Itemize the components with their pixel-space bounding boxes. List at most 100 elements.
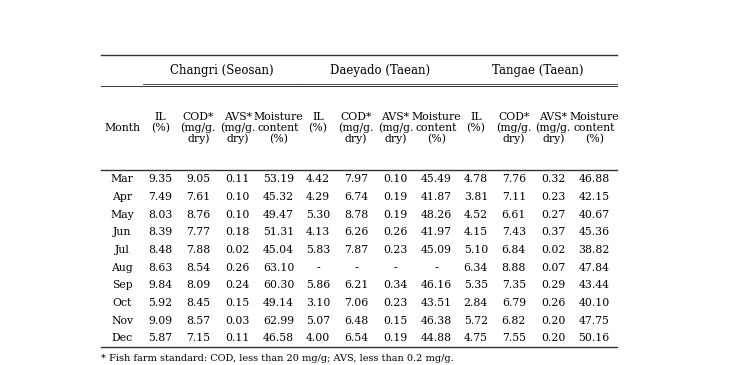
Text: 6.21: 6.21	[344, 280, 368, 291]
Text: 41.87: 41.87	[421, 192, 452, 202]
Text: 0.23: 0.23	[383, 245, 408, 255]
Text: 3.81: 3.81	[464, 192, 488, 202]
Text: Jun: Jun	[113, 227, 131, 237]
Text: 8.76: 8.76	[186, 210, 210, 219]
Text: 45.36: 45.36	[578, 227, 610, 237]
Text: 60.30: 60.30	[263, 280, 294, 291]
Text: 8.45: 8.45	[186, 298, 210, 308]
Text: Moisture: Moisture	[569, 112, 619, 122]
Text: 50.16: 50.16	[578, 334, 610, 343]
Text: 6.61: 6.61	[501, 210, 526, 219]
Text: 5.83: 5.83	[306, 245, 330, 255]
Text: (mg/g.: (mg/g.	[378, 123, 413, 133]
Text: 2.84: 2.84	[464, 298, 488, 308]
Text: 45.32: 45.32	[263, 192, 294, 202]
Text: 0.11: 0.11	[225, 334, 250, 343]
Text: 49.47: 49.47	[263, 210, 294, 219]
Text: 0.18: 0.18	[225, 227, 250, 237]
Text: AVS*: AVS*	[539, 112, 567, 122]
Text: 46.88: 46.88	[578, 174, 610, 184]
Text: 0.10: 0.10	[225, 192, 250, 202]
Text: (mg/g.: (mg/g.	[180, 123, 216, 133]
Text: 43.44: 43.44	[578, 280, 610, 291]
Text: 0.15: 0.15	[383, 316, 408, 326]
Text: 0.07: 0.07	[541, 263, 566, 273]
Text: 0.23: 0.23	[383, 298, 408, 308]
Text: content: content	[574, 123, 615, 133]
Text: Nov: Nov	[112, 316, 133, 326]
Text: 6.26: 6.26	[344, 227, 368, 237]
Text: 48.26: 48.26	[421, 210, 452, 219]
Text: 8.63: 8.63	[148, 263, 173, 273]
Text: May: May	[110, 210, 134, 219]
Text: 0.26: 0.26	[225, 263, 250, 273]
Text: 7.77: 7.77	[186, 227, 210, 237]
Text: 0.26: 0.26	[383, 227, 408, 237]
Text: 46.58: 46.58	[263, 334, 294, 343]
Text: -: -	[394, 263, 397, 273]
Text: (mg/g.: (mg/g.	[220, 123, 256, 133]
Text: content: content	[415, 123, 457, 133]
Text: 6.79: 6.79	[501, 298, 526, 308]
Text: 42.15: 42.15	[578, 192, 610, 202]
Text: -: -	[316, 263, 320, 273]
Text: COD*: COD*	[498, 112, 529, 122]
Text: 8.03: 8.03	[148, 210, 173, 219]
Text: 7.76: 7.76	[501, 174, 526, 184]
Text: 5.92: 5.92	[149, 298, 173, 308]
Text: * Fish farm standard: COD, less than 20 mg/g; AVS, less than 0.2 mg/g.: * Fish farm standard: COD, less than 20 …	[101, 354, 454, 364]
Text: 8.88: 8.88	[501, 263, 526, 273]
Text: IL: IL	[155, 112, 166, 122]
Text: 6.34: 6.34	[464, 263, 488, 273]
Text: 0.15: 0.15	[225, 298, 250, 308]
Text: 7.06: 7.06	[344, 298, 368, 308]
Text: 8.48: 8.48	[148, 245, 173, 255]
Text: 8.78: 8.78	[344, 210, 368, 219]
Text: dry): dry)	[542, 134, 565, 144]
Text: 9.05: 9.05	[186, 174, 210, 184]
Text: 0.32: 0.32	[541, 174, 566, 184]
Text: 0.02: 0.02	[225, 245, 250, 255]
Text: (%): (%)	[269, 134, 288, 144]
Text: 3.10: 3.10	[306, 298, 330, 308]
Text: 9.84: 9.84	[149, 280, 173, 291]
Text: Moisture: Moisture	[412, 112, 461, 122]
Text: 62.99: 62.99	[263, 316, 294, 326]
Text: 0.37: 0.37	[541, 227, 566, 237]
Text: 45.09: 45.09	[421, 245, 452, 255]
Text: dry): dry)	[503, 134, 525, 144]
Text: 0.20: 0.20	[541, 334, 566, 343]
Text: -: -	[434, 263, 438, 273]
Text: 0.23: 0.23	[541, 192, 566, 202]
Text: 45.49: 45.49	[421, 174, 452, 184]
Text: 9.35: 9.35	[149, 174, 173, 184]
Text: 5.35: 5.35	[464, 280, 488, 291]
Text: (%): (%)	[584, 134, 604, 144]
Text: 44.88: 44.88	[421, 334, 452, 343]
Text: Mar: Mar	[111, 174, 133, 184]
Text: 6.48: 6.48	[344, 316, 368, 326]
Text: 5.07: 5.07	[306, 316, 330, 326]
Text: (mg/g.: (mg/g.	[339, 123, 374, 133]
Text: 6.74: 6.74	[344, 192, 368, 202]
Text: 7.88: 7.88	[186, 245, 210, 255]
Text: 7.61: 7.61	[186, 192, 210, 202]
Text: Apr: Apr	[112, 192, 133, 202]
Text: 4.13: 4.13	[306, 227, 330, 237]
Text: 9.09: 9.09	[149, 316, 173, 326]
Text: Changri (Seosan): Changri (Seosan)	[170, 64, 274, 77]
Text: Jul: Jul	[115, 245, 130, 255]
Text: 38.82: 38.82	[578, 245, 610, 255]
Text: 0.24: 0.24	[225, 280, 250, 291]
Text: 7.35: 7.35	[501, 280, 526, 291]
Text: 4.00: 4.00	[306, 334, 330, 343]
Text: 0.10: 0.10	[383, 174, 408, 184]
Text: 7.97: 7.97	[344, 174, 368, 184]
Text: 0.29: 0.29	[541, 280, 566, 291]
Text: 4.42: 4.42	[306, 174, 330, 184]
Text: Sep: Sep	[112, 280, 133, 291]
Text: 43.51: 43.51	[421, 298, 452, 308]
Text: dry): dry)	[345, 134, 367, 144]
Text: (%): (%)	[151, 123, 170, 133]
Text: COD*: COD*	[182, 112, 214, 122]
